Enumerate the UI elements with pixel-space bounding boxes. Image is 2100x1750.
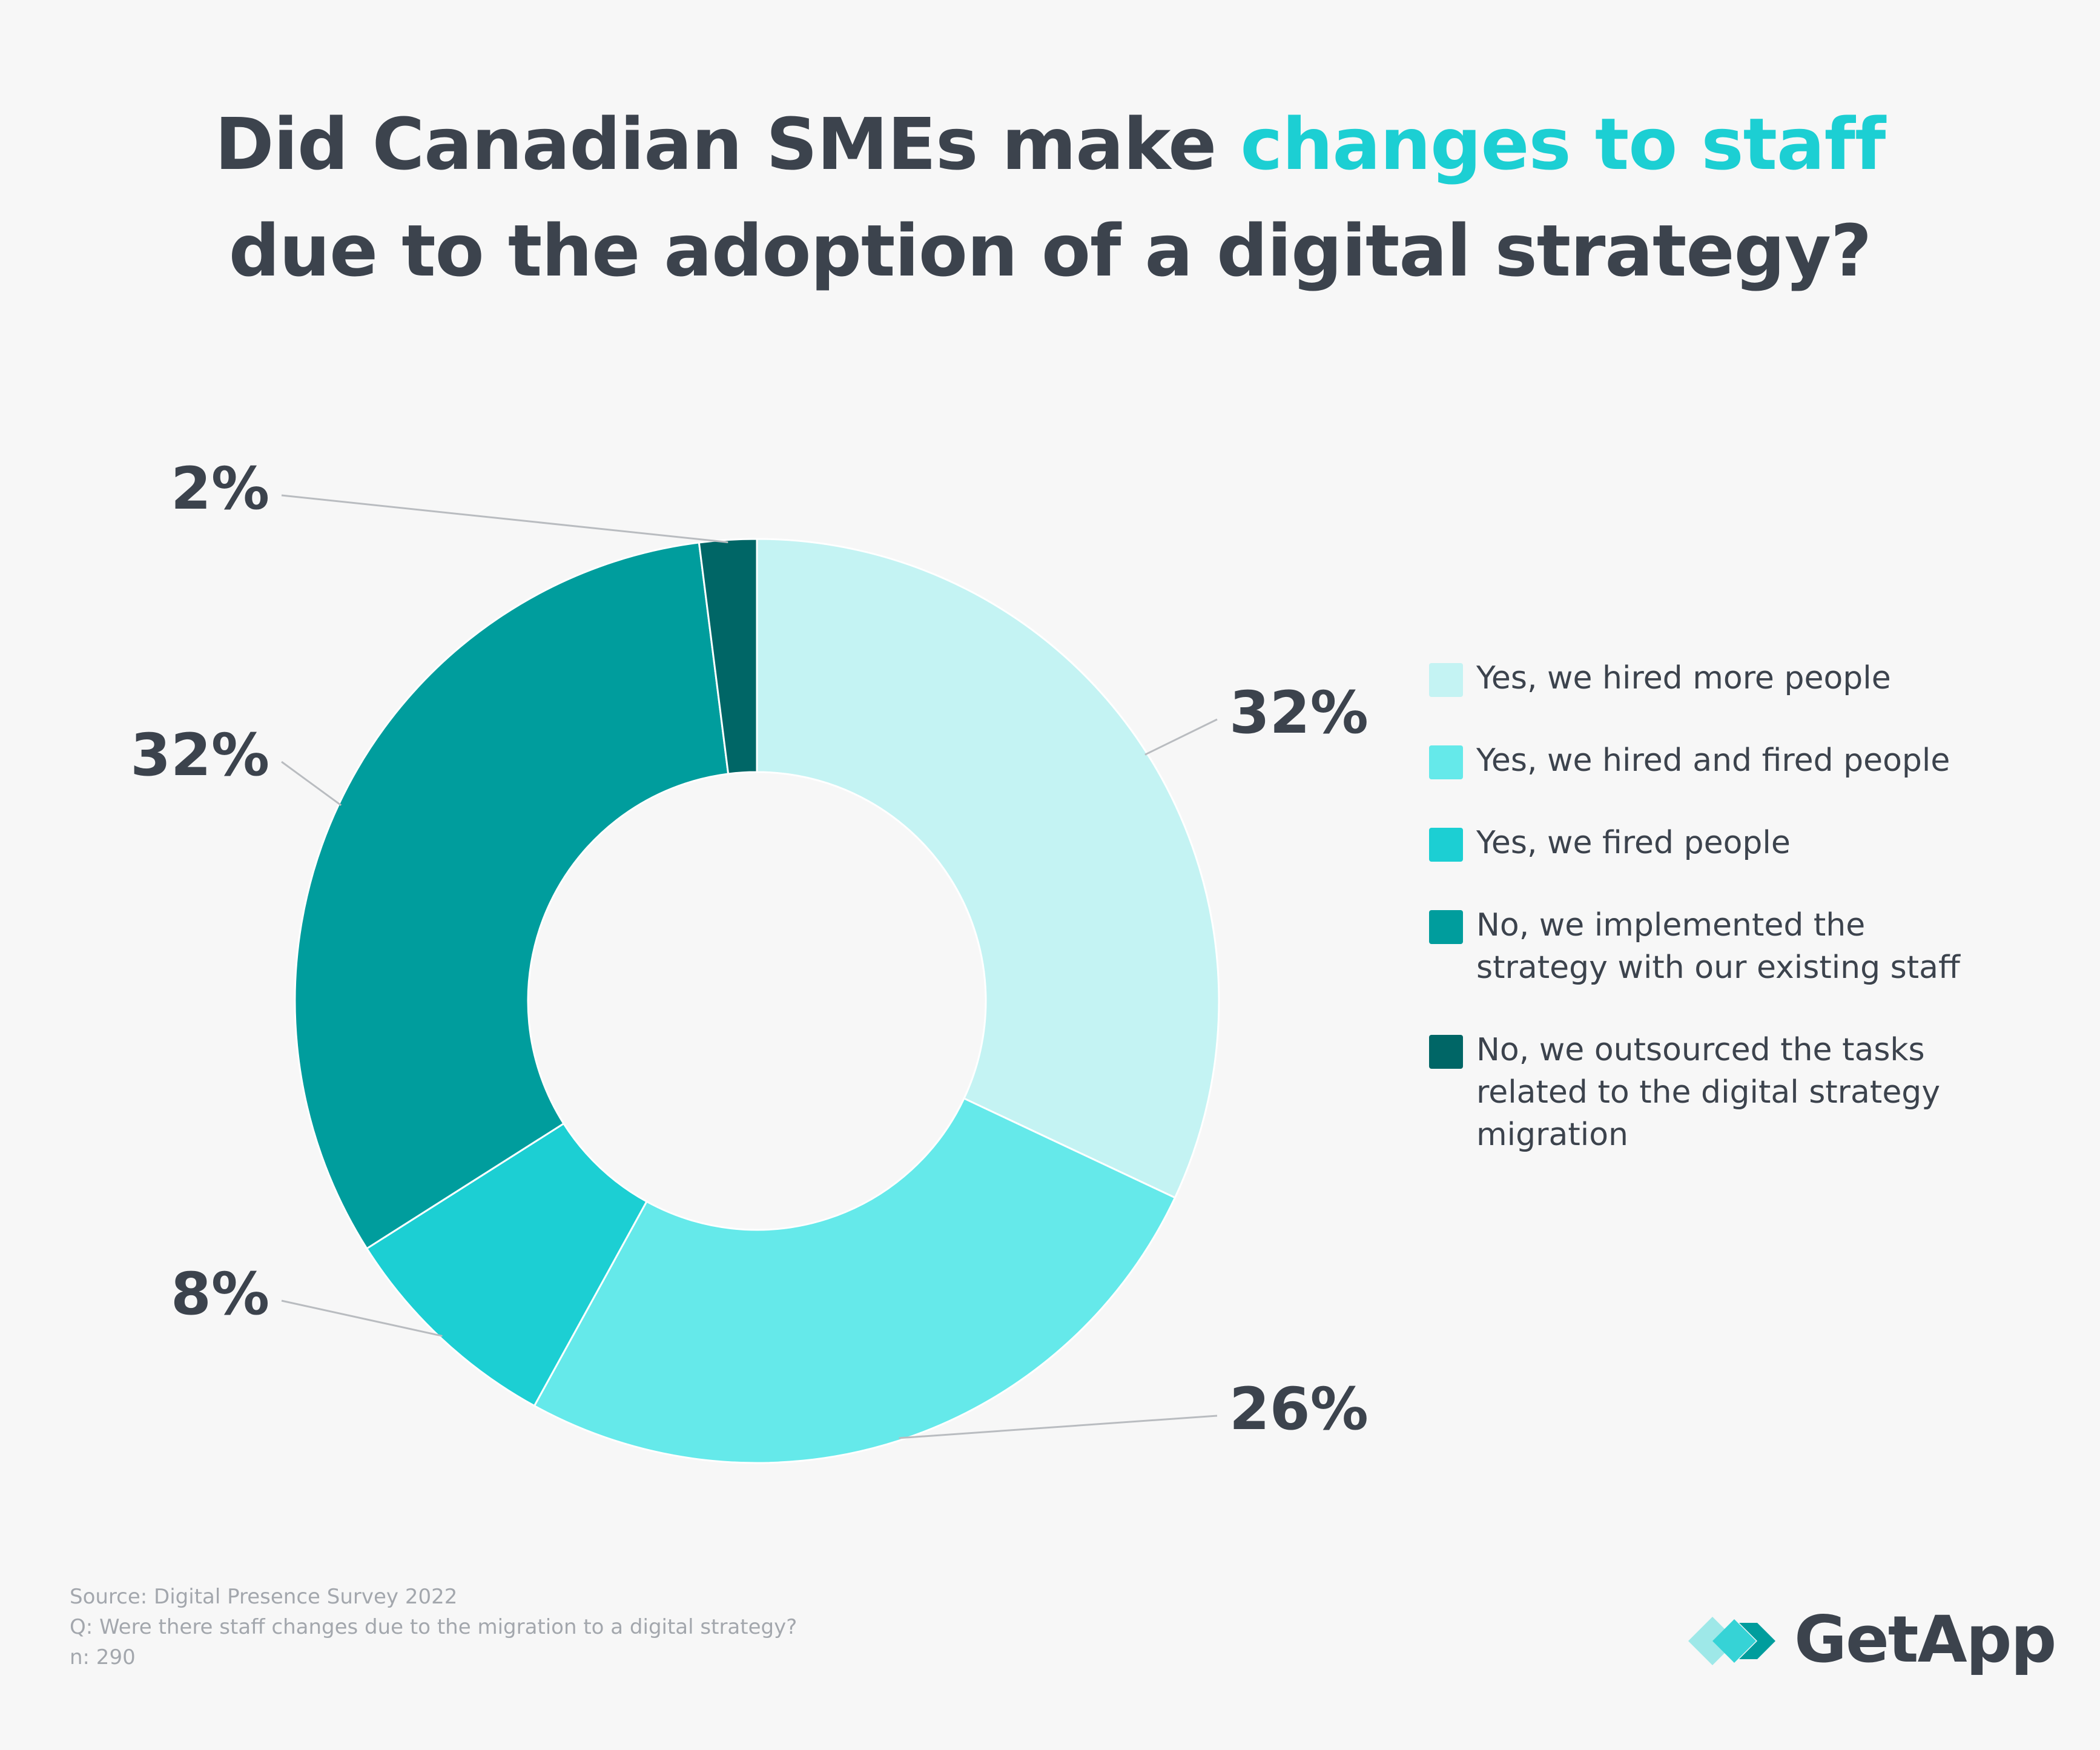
data-label: 2% — [171, 455, 269, 523]
title-line-1: Did Canadian SMEs make changes to staff — [0, 91, 2100, 197]
slice-fired — [365, 1122, 648, 1407]
slice-hired-and-fired — [533, 1097, 1177, 1464]
getapp-logo: GetApp — [1683, 1599, 2059, 1683]
legend-swatch — [1429, 1035, 1463, 1069]
slice-existing-staff — [294, 541, 730, 1250]
footer-question: Q: Were there staff changes due to the m… — [70, 1615, 797, 1639]
legend-item-hired-and-fired: Yes, we hired and fired people — [1429, 739, 1974, 782]
data-label: 32% — [130, 721, 269, 789]
legend-label: No, we outsourced the tasks related to t… — [1476, 1032, 1941, 1153]
legend-label: Yes, we fired people — [1476, 825, 1791, 861]
footer-sample-size: n: 290 — [70, 1645, 136, 1669]
legend-swatch — [1429, 663, 1463, 697]
title-line-2: due to the adoption of a digital strateg… — [228, 209, 1872, 292]
chart-legend: Yes, we hired more people Yes, we hired … — [1429, 657, 1974, 1196]
title-highlight: changes to staff — [1240, 102, 1886, 186]
footer-source: Source: Digital Presence Survey 2022 — [70, 1585, 458, 1609]
legend-item-outsourced: No, we outsourced the tasks related to t… — [1429, 1029, 1974, 1156]
leader-line — [899, 1415, 1218, 1439]
footer-notes: Source: Digital Presence Survey 2022 Q: … — [70, 1582, 797, 1672]
leader-line — [281, 1299, 443, 1337]
leader-line — [281, 494, 728, 543]
legend-item-hired-more: Yes, we hired more people — [1429, 657, 1974, 699]
data-label: 32% — [1229, 679, 1369, 747]
data-labels: 32% 26% 8% 32% 2% — [130, 455, 1369, 1443]
leader-line — [281, 761, 342, 807]
chart-title: Did Canadian SMEs make changes to staff … — [0, 91, 2100, 304]
slice-hired-more — [756, 538, 1220, 1199]
data-label: 26% — [1229, 1375, 1369, 1443]
legend-swatch — [1429, 745, 1463, 779]
legend-swatch — [1429, 828, 1463, 862]
legend-item-fired: Yes, we fired people — [1429, 822, 1974, 864]
title-part-1: Did Canadian SMEs make — [214, 102, 1241, 186]
getapp-logo-mark-icon — [1688, 1617, 1775, 1665]
leader-line — [1144, 718, 1218, 756]
legend-label: Yes, we hired more people — [1476, 660, 1891, 696]
legend-label: Yes, we hired and fired people — [1476, 742, 1950, 779]
legend-swatch — [1429, 910, 1463, 944]
leader-lines — [281, 494, 1218, 1439]
donut-slices — [294, 538, 1220, 1464]
legend-label: No, we implemented the strategy with our… — [1476, 907, 1960, 986]
getapp-logo-text: GetApp — [1794, 1602, 2056, 1677]
data-label: 8% — [171, 1260, 269, 1328]
legend-item-existing-staff: No, we implemented the strategy with our… — [1429, 904, 1974, 989]
